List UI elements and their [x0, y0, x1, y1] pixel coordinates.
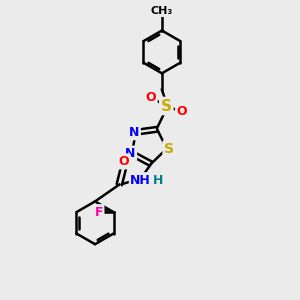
Text: O: O	[146, 91, 156, 103]
Text: N: N	[129, 126, 140, 139]
Text: N: N	[125, 147, 136, 160]
Text: H: H	[153, 174, 164, 187]
Text: O: O	[176, 106, 187, 118]
Text: F: F	[94, 206, 103, 219]
Text: O: O	[118, 155, 129, 168]
Text: S: S	[161, 98, 172, 113]
Text: CH₃: CH₃	[151, 6, 173, 16]
Text: NH: NH	[130, 174, 151, 187]
Text: S: S	[164, 142, 174, 156]
